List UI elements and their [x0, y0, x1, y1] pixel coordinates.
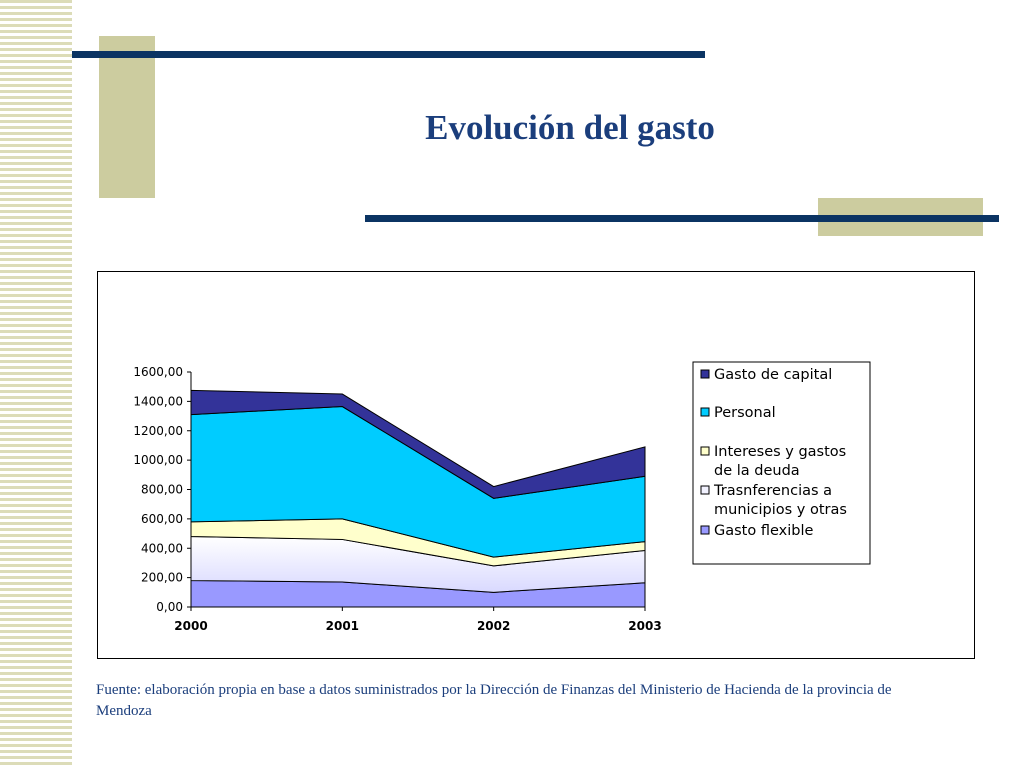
- legend-label: Intereses y gastos: [714, 444, 846, 460]
- legend-label: Trasnferencias a: [713, 483, 832, 499]
- legend-swatch: [700, 485, 710, 495]
- x-tick-label: 2002: [477, 619, 510, 633]
- legend-box: [692, 361, 871, 565]
- x-tick-label: 2000: [174, 619, 207, 633]
- y-tick-label: 400,00: [141, 541, 183, 555]
- left-stripe-decoration: [0, 0, 72, 768]
- legend-label: Gasto flexible: [714, 523, 813, 539]
- source-note: Fuente: elaboración propia en base a dat…: [96, 682, 892, 719]
- chart-frame: 0,00 200,00 400,00 600,00 800,00 1000,00 1200,…: [97, 271, 975, 659]
- x-tick-label: 2001: [326, 619, 359, 633]
- slide-title: Evolución del gasto: [425, 108, 715, 147]
- legend-label: Gasto de capital: [714, 367, 832, 383]
- stacked-area-chart: 0,00 200,00 400,00 600,00 800,00 1000,00 1200,…: [133, 361, 871, 633]
- navy-rule-bottom: [365, 215, 999, 222]
- tan-decoration-block: [99, 36, 155, 198]
- y-tick-label: 600,00: [141, 512, 183, 526]
- x-tick-label: 2003: [628, 619, 661, 633]
- y-tick-label: 800,00: [141, 483, 183, 497]
- y-tick-label: 200,00: [141, 571, 183, 585]
- y-tick-label: 1400,00: [133, 394, 183, 408]
- y-tick-label: 1200,00: [133, 424, 183, 438]
- y-tick-label: 1000,00: [133, 453, 183, 467]
- legend-label: municipios y otras: [714, 502, 847, 518]
- y-tick-label: 1600,00: [133, 365, 183, 379]
- series-area-4: [190, 389, 646, 499]
- legend-swatch: [700, 369, 710, 379]
- legend-swatch: [700, 446, 710, 456]
- legend-label: de la deuda: [714, 463, 800, 479]
- navy-rule-top: [72, 51, 705, 58]
- legend-swatch: [700, 525, 710, 535]
- y-tick-label: 0,00: [156, 600, 183, 614]
- legend-swatch: [700, 407, 710, 417]
- legend-label: Personal: [714, 405, 776, 421]
